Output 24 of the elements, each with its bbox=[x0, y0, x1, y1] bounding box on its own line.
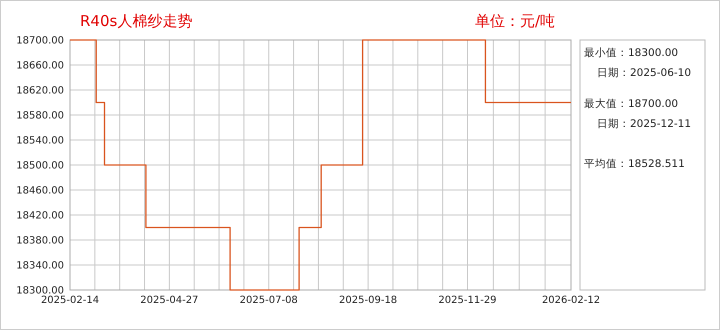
y-tick-label: 18660.00 bbox=[16, 60, 64, 72]
y-tick-label: 18620.00 bbox=[16, 86, 64, 96]
text: 最大值：18700.00 bbox=[584, 97, 678, 110]
x-tick-label: 2025-11-29 bbox=[438, 295, 497, 306]
y-tick-label: 18540.00 bbox=[16, 136, 64, 146]
y-tick-label: 18500.00 bbox=[16, 160, 64, 172]
text: 最小值：18300.00 bbox=[584, 46, 678, 59]
chart-title: R40s人棉纱走势 bbox=[80, 12, 192, 30]
x-tick-label: 2025-07-08 bbox=[240, 295, 298, 306]
y-tick-label: 18420.00 bbox=[16, 210, 64, 222]
text: 日期：2025-12-11 bbox=[597, 118, 692, 130]
x-tick-label: 2025-04-27 bbox=[140, 295, 198, 306]
y-tick-label: 18340.00 bbox=[16, 260, 64, 272]
text: 平均值：18528.511 bbox=[584, 158, 685, 170]
chart-subtitle: 单位：元/吨 bbox=[474, 12, 555, 30]
x-tick-label: 2026-02-12 bbox=[542, 295, 600, 306]
x-tick-label: 2025-02-14 bbox=[40, 295, 100, 306]
y-tick-label: 18580.00 bbox=[16, 110, 64, 122]
y-tick-label: 18700.00 bbox=[16, 36, 64, 46]
text: 日期：2025-06-10 bbox=[597, 67, 692, 79]
y-tick-label: 18460.00 bbox=[16, 186, 64, 196]
y-tick-label: 18380.00 bbox=[16, 236, 64, 246]
x-tick-label: 2025-09-18 bbox=[339, 295, 398, 306]
y-tick-label: 18300.00 bbox=[16, 286, 64, 296]
